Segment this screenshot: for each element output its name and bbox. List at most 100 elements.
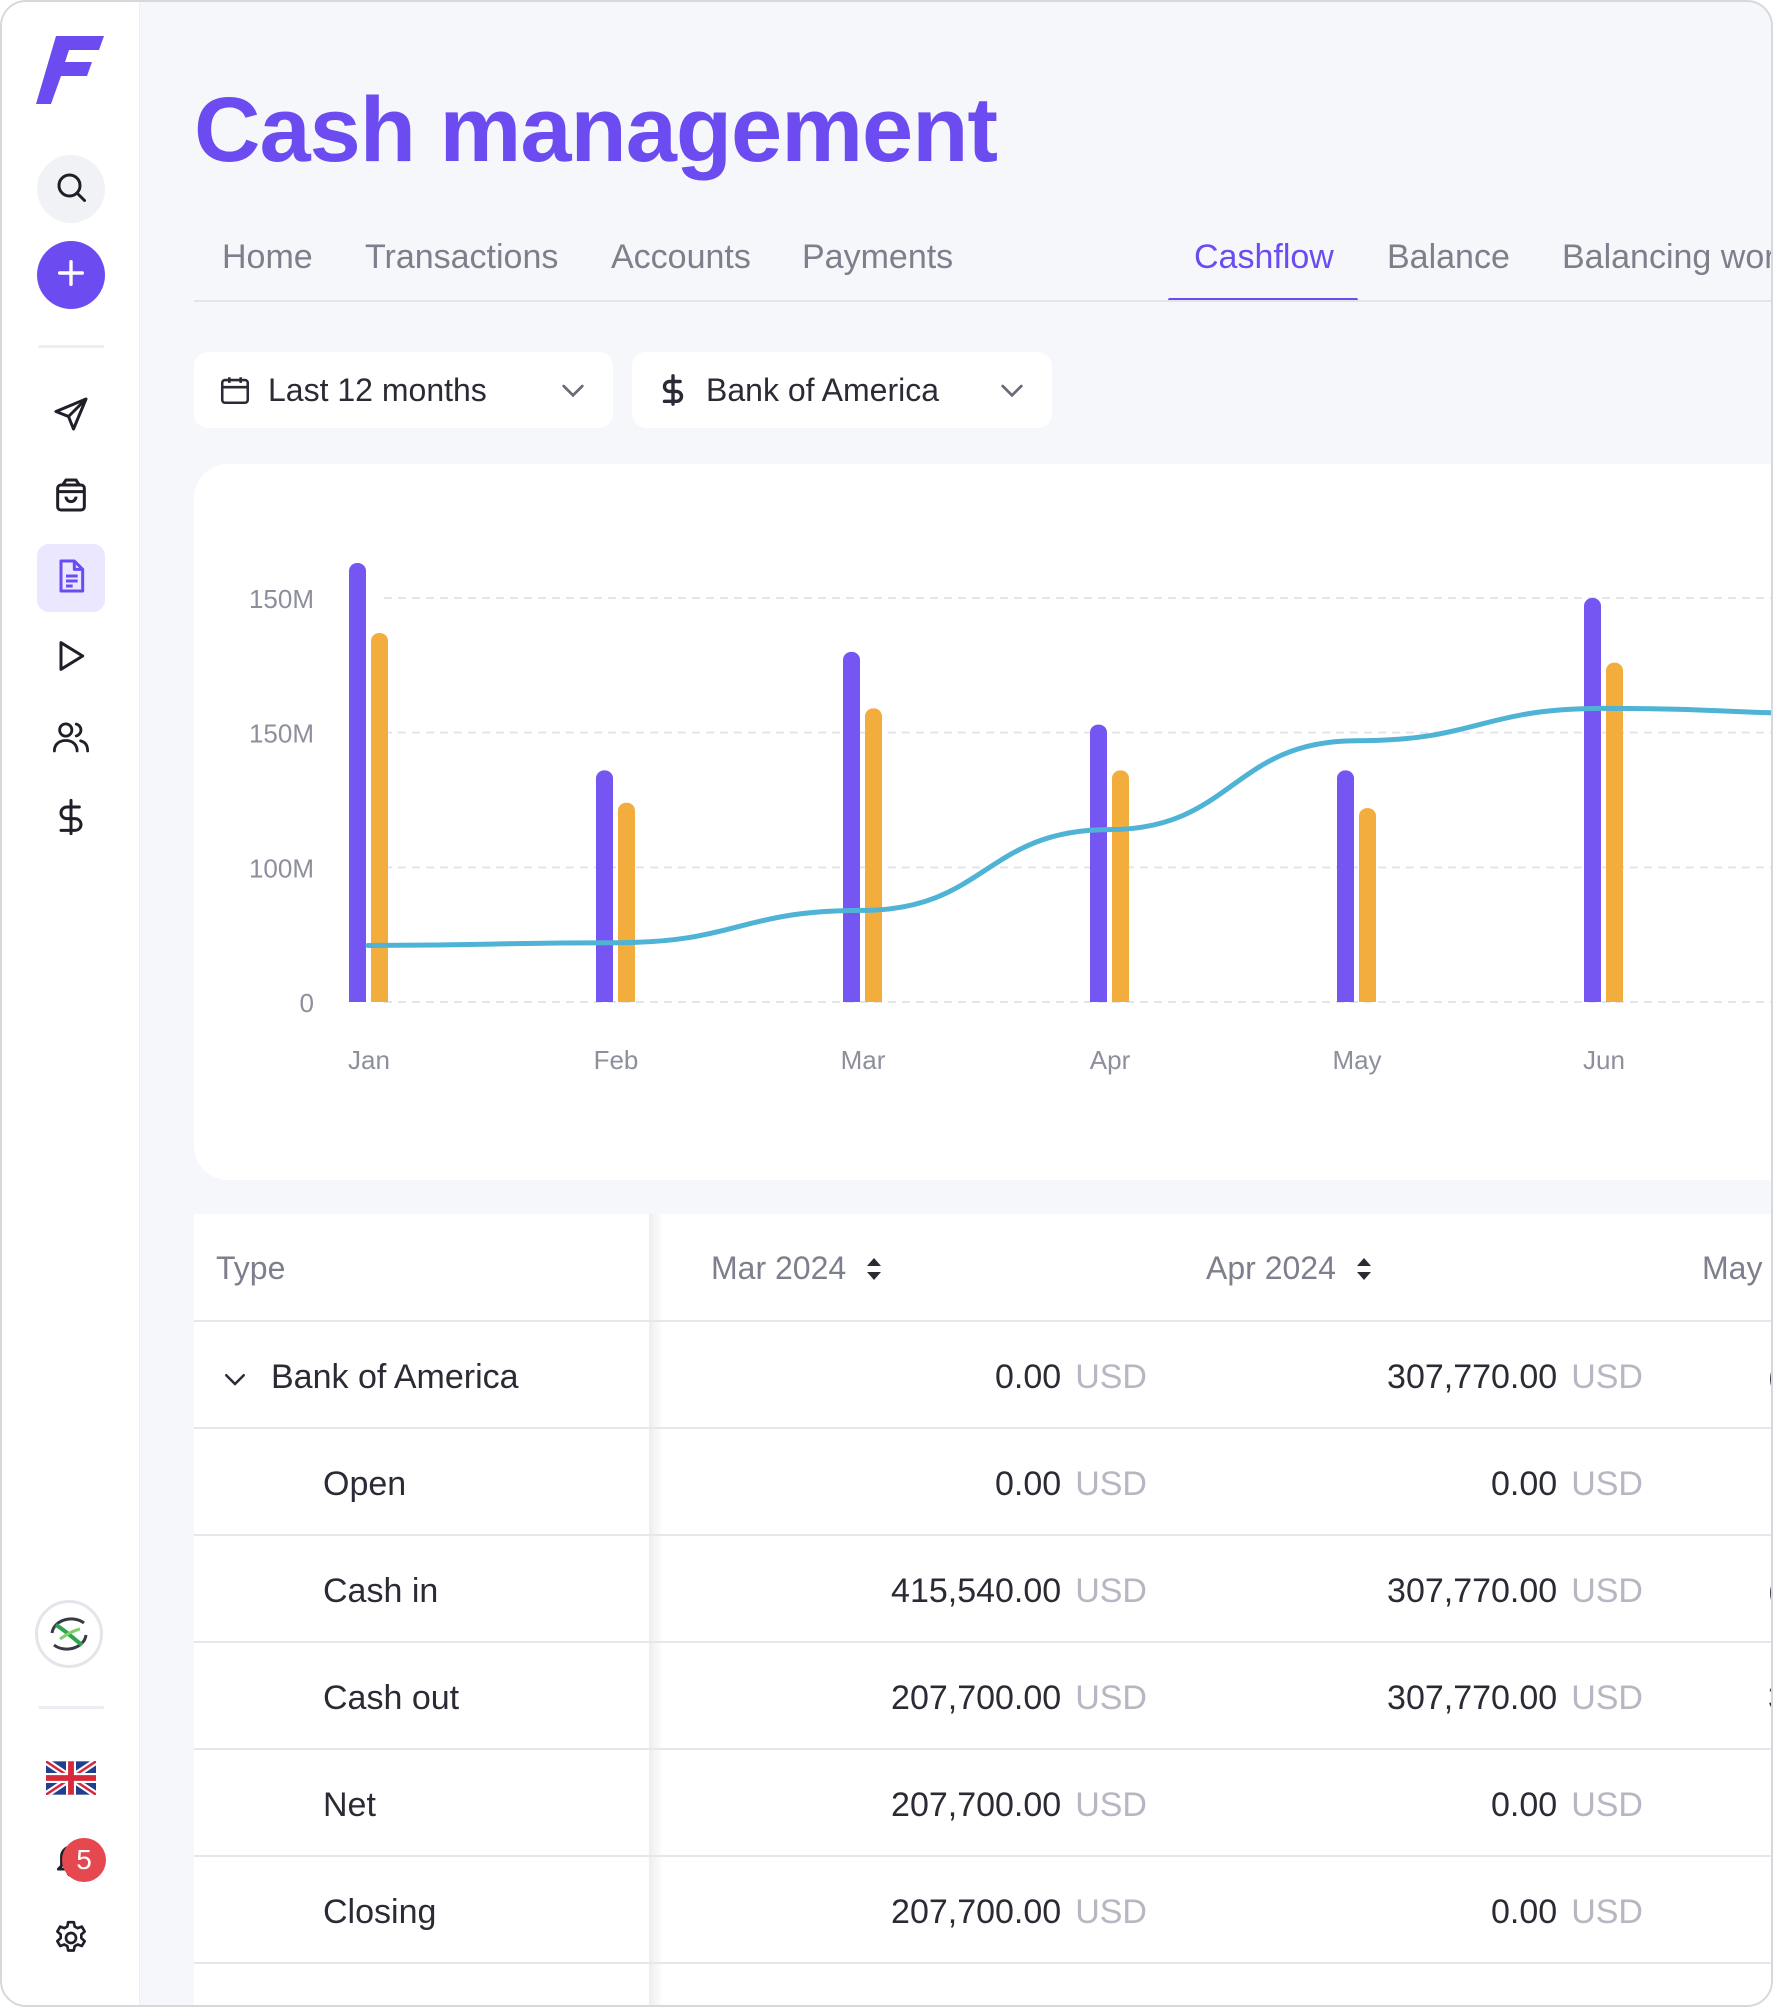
cell-mar: 415,540.00 USD — [891, 1572, 1147, 1610]
cell-mar: 207,700.00 USD — [891, 1893, 1147, 1931]
calendar-icon — [218, 373, 252, 407]
x-tick-label: Apr — [1090, 1045, 1131, 1075]
cell-apr: 0.00 USD — [1491, 1786, 1643, 1824]
active-tab-indicator — [1168, 298, 1358, 300]
sidebar-item-users[interactable] — [37, 705, 105, 773]
row-label: Cash in — [323, 1572, 439, 1610]
sidebar-divider — [38, 345, 104, 348]
cell-mar: 207,700.00 USD — [891, 1786, 1147, 1824]
x-tick-label: Mar — [841, 1045, 886, 1075]
period-filter-label: Last 12 months — [268, 371, 487, 408]
uk-flag-icon — [44, 1758, 98, 1800]
language-selector[interactable] — [37, 1746, 105, 1814]
column-header-type: Type — [216, 1250, 286, 1286]
x-tick-label: Jun — [1583, 1045, 1625, 1075]
search-button[interactable] — [37, 155, 105, 223]
sidebar: 5 — [2, 2, 140, 2005]
y-tick-label: 0 — [300, 988, 314, 1018]
cashflow-table: Type Mar 2024 Apr 2024 May 2 Bank of Ame… — [194, 1214, 1771, 2005]
cell-apr: 0.00 USD — [1491, 1465, 1643, 1503]
cashflow-chart-svg: 0 100M 150M 150M Jan Feb Mar Apr May Jun — [249, 562, 1771, 1075]
chevron-down-icon — [996, 374, 1028, 406]
cell-mar: 0.00 USD — [995, 1358, 1147, 1396]
cell-apr: 0.00 USD — [1491, 1893, 1643, 1931]
table-row: Open 0.00 USD 0.00 USD — [194, 1429, 1771, 1536]
company-avatar[interactable] — [35, 1600, 103, 1668]
sidebar-item-finance[interactable] — [37, 785, 105, 853]
tab-payments[interactable]: Payments — [802, 238, 954, 276]
table-header: Type Mar 2024 Apr 2024 May 2 — [194, 1214, 1771, 1322]
shopping-bag-icon — [51, 475, 91, 520]
row-label: Cash out — [323, 1679, 460, 1717]
chevron-down-icon[interactable] — [220, 1364, 250, 1394]
bar-body — [349, 572, 366, 1002]
sidebar-divider — [38, 1706, 104, 1709]
chevron-down-icon — [557, 374, 589, 406]
column-header-may-2024[interactable]: May 2 — [1702, 1250, 1771, 1286]
row-label: Net — [323, 1786, 376, 1824]
send-icon — [51, 394, 91, 439]
cell-may: 3 — [1768, 1679, 1771, 1718]
page-title: Cash management — [194, 79, 998, 181]
sidebar-item-workflows[interactable] — [37, 624, 105, 692]
bar-body — [865, 718, 882, 1002]
settings-button[interactable] — [37, 1906, 105, 1974]
sort-icon — [1354, 1256, 1374, 1282]
y-tick-label: 150M — [249, 584, 314, 614]
period-filter[interactable]: Last 12 months — [194, 352, 613, 428]
play-icon — [51, 636, 91, 681]
cell-apr: 307,770.00 USD — [1387, 1679, 1643, 1717]
column-header-label: Apr 2024 — [1206, 1250, 1336, 1286]
notification-badge: 5 — [62, 1838, 106, 1882]
bar-body — [1584, 608, 1601, 1002]
bar-body — [1112, 780, 1129, 1002]
cell-mar: 207,700.00 USD — [891, 1679, 1147, 1717]
column-header-apr-2024[interactable]: Apr 2024 — [1206, 1250, 1374, 1287]
x-tick-label: Jan — [348, 1045, 390, 1075]
tab-accounts[interactable]: Accounts — [611, 238, 751, 276]
cell-apr: 307,770.00 USD — [1387, 1572, 1643, 1610]
bar-body — [843, 661, 860, 1002]
tab-bar: Home Transactions Accounts Payments Cash… — [194, 228, 1771, 302]
bar-body — [1337, 780, 1354, 1002]
cell-may: ( — [1768, 1572, 1771, 1611]
bar-body — [618, 812, 635, 1002]
y-tick-label: 100M — [249, 853, 314, 883]
dollar-icon — [51, 797, 91, 842]
sidebar-item-purchases[interactable] — [37, 463, 105, 531]
cashflow-chart: 0 100M 150M 150M Jan Feb Mar Apr May Jun — [194, 464, 1771, 1180]
x-tick-label: May — [1332, 1045, 1381, 1075]
create-button[interactable] — [37, 241, 105, 309]
table-row: Closing 207,700.00 USD 0.00 USD — [194, 1857, 1771, 1964]
bar-body — [1606, 672, 1623, 1002]
bar-body — [1090, 734, 1107, 1002]
column-header-mar-2024[interactable]: Mar 2024 — [711, 1250, 884, 1287]
x-tick-label: Feb — [594, 1045, 639, 1075]
cell-apr: 307,770.00 USD — [1387, 1358, 1643, 1396]
app-logo[interactable] — [36, 32, 106, 106]
row-label: Open — [323, 1465, 407, 1503]
tab-cashflow[interactable]: Cashflow — [1194, 238, 1334, 276]
row-label: Closing — [323, 1893, 437, 1931]
gear-icon — [51, 1918, 91, 1963]
frozen-column-shadow — [649, 1214, 663, 2005]
tab-transactions[interactable]: Transactions — [365, 238, 559, 276]
plus-icon — [54, 256, 88, 295]
column-header-label: Mar 2024 — [711, 1250, 847, 1286]
group-label: Bank of America — [271, 1358, 519, 1396]
dollar-icon — [656, 373, 690, 407]
sidebar-item-send[interactable] — [37, 382, 105, 450]
search-icon — [53, 169, 89, 210]
bar-body — [1359, 818, 1376, 1002]
bar-body — [596, 780, 613, 1002]
sidebar-item-documents[interactable] — [37, 544, 105, 612]
cell-mar: 0.00 USD — [995, 1465, 1147, 1503]
sort-icon — [864, 1256, 884, 1282]
tab-balance[interactable]: Balance — [1387, 238, 1510, 276]
tab-balancing-workflows[interactable]: Balancing workflows — [1562, 238, 1771, 276]
bar-body — [371, 643, 388, 1002]
bank-filter[interactable]: Bank of America — [632, 352, 1052, 428]
tab-home[interactable]: Home — [222, 238, 313, 276]
